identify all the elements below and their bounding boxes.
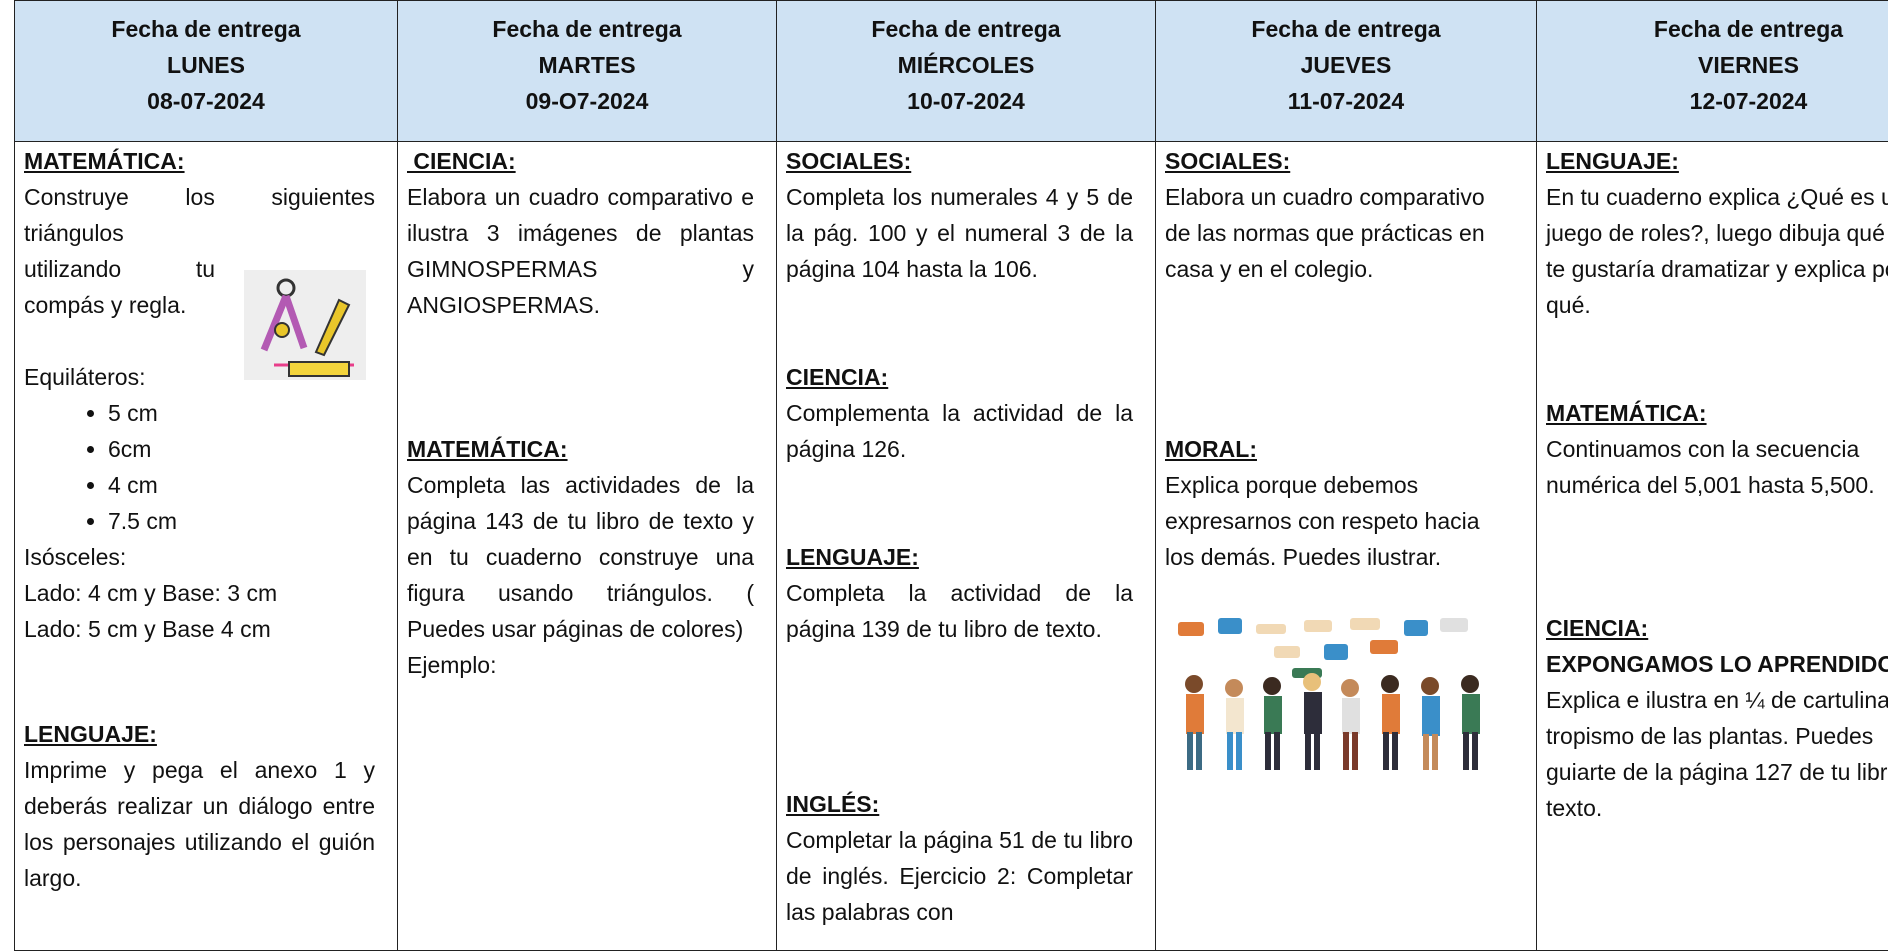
subject-heading: LENGUAJE: [24,721,157,747]
paragraph: Lado: 4 cm y Base: 3 cm [24,575,375,611]
paragraph: Continuamos con la secuencia numérica de… [1546,431,1888,503]
paragraph-text: Construye los siguientes triángulos util… [24,184,375,318]
header-line3: 10-07-2024 [907,88,1025,114]
section: LENGUAJE: En tu cuaderno explica ¿Qué es … [1546,143,1888,323]
paragraph-text: Equiláteros: [24,364,146,390]
paragraph: Explica e ilustra en ¼ de cartulina un t… [1546,682,1888,826]
paragraph: Complementa la actividad de la página 12… [786,395,1133,467]
paragraph: Explica porque debemos expresarnos con r… [1165,467,1514,575]
header-cell: Fecha de entrega LUNES 08-07-2024 [14,0,398,142]
paragraph: Construye los siguientes triángulos util… [24,179,375,323]
paragraph-text: Ejemplo: [407,652,497,678]
paragraph-text: Lado: 5 cm y Base 4 cm [24,616,271,642]
paragraph: Lado: 5 cm y Base 4 cm [24,611,375,647]
section: SOCIALES: Completa los numerales 4 y 5 de… [786,143,1133,287]
paragraph-text: Completa la actividad de la página 139 d… [786,580,1133,642]
header-line3: 11-07-2024 [1287,88,1405,114]
subject-heading: CIENCIA: [1546,615,1649,641]
section: MATEMÁTICA: Completa las actividades de l… [407,431,754,683]
subject-heading: LENGUAJE: [786,544,919,570]
subject-heading: SOCIALES: [1165,148,1291,174]
paragraph: Completa la actividad de la página 139 d… [786,575,1133,647]
header-cell: Fecha de entrega MIÉRCOLES 10-07-2024 [776,0,1156,142]
paragraph-text: En tu cuaderno explica ¿Qué es un juego … [1546,184,1888,318]
header-line3: 12-07-2024 [1689,88,1808,114]
paragraph-text: Isósceles: [24,544,127,570]
header-line1: Fecha de entrega [871,16,1061,42]
subject-heading: LENGUAJE: [1546,148,1679,174]
section: MORAL: Explica porque debemos expresarnos… [1165,431,1514,575]
subject-heading: MORAL: [1165,436,1257,462]
paragraph-text: Continuamos con la secuencia numérica de… [1546,436,1875,498]
paragraph-text: Complementa la actividad de la página 12… [786,400,1133,462]
subject-heading: MATEMÁTICA: [24,148,185,174]
paragraph: Imprime y pega el anexo 1 y deberás real… [24,752,375,896]
paragraph: En tu cuaderno explica ¿Qué es un juego … [1546,179,1888,323]
header-line2: VIERNES [1698,52,1799,78]
spacer [215,215,375,327]
subject-heading: MATEMÁTICA: [407,436,568,462]
bullet-item: 7.5 cm [108,503,375,539]
subject-heading: CIENCIA: [786,364,889,390]
paragraph-text: Elabora un cuadro comparativo de las nor… [1165,184,1485,282]
section: CIENCIA: Complementa la actividad de la p… [786,359,1133,467]
bullet-item: 6cm [108,431,375,467]
paragraph: Completar la página 51 de tu libro de in… [786,822,1133,930]
section: MATEMÁTICA: Continuamos con la secuencia … [1546,395,1888,503]
paragraph-text: Elabora un cuadro comparativo e ilustra … [407,184,754,318]
header-line1: Fecha de entrega [111,16,301,42]
header-line3: 09-O7-2024 [525,88,649,114]
paragraph: Ejemplo: [407,647,754,683]
bullet-item: 4 cm [108,467,375,503]
paragraph-text: Completar la página 51 de tu libro de in… [786,827,1133,925]
paragraph-text: Completa los numerales 4 y 5 de la pág. … [786,184,1133,282]
header-cell: Fecha de entrega JUEVES 11-07-2024 [1155,0,1537,142]
compass-illustration [244,270,366,380]
header-line2: MIÉRCOLES [897,52,1035,78]
header-cell: Fecha de entrega VIERNES 12-07-2024 [1536,0,1888,142]
subject-heading: MATEMÁTICA: [1546,400,1707,426]
header-line2: JUEVES [1300,52,1392,78]
section: INGLÉS: Completar la página 51 de tu libr… [786,786,1133,930]
bold-line: EXPONGAMOS LO APRENDIDO !!! [1546,651,1888,677]
section: MATEMÁTICA: Construye los siguientes triá… [24,143,375,647]
section: CIENCIA: EXPONGAMOS LO APRENDIDO !!! Expli… [1546,610,1888,826]
section: CIENCIA: Elabora un cuadro comparativo e … [407,143,754,323]
header-line1: Fecha de entrega [492,16,682,42]
paragraph-text: Completa las actividades de la página 14… [407,472,754,642]
subject-heading: SOCIALES: [786,148,912,174]
paragraph: Elabora un cuadro comparativo de las nor… [1165,179,1514,287]
section: LENGUAJE: Imprime y pega el anexo 1 y deb… [24,716,375,896]
section: SOCIALES: Elabora un cuadro comparativo d… [1165,143,1514,287]
bullet-list: 5 cm6cm4 cm7.5 cm [24,395,375,539]
paragraph: Completa los numerales 4 y 5 de la pág. … [786,179,1133,287]
paragraph-text: Explica e ilustra en ¼ de cartulina un t… [1546,687,1888,821]
people-illustration [1178,618,1480,770]
header-line2: LUNES [167,52,245,78]
paragraph-text: Imprime y pega el anexo 1 y deberás real… [24,757,375,891]
paragraph: Isósceles: [24,539,375,575]
bullet-item: 5 cm [108,395,375,431]
subject-heading: CIENCIA: [407,148,516,174]
header-line1: Fecha de entrega [1251,16,1441,42]
paragraph: Completa las actividades de la página 14… [407,467,754,647]
header-cell: Fecha de entrega MARTES 09-O7-2024 [397,0,777,142]
paragraph-text: Lado: 4 cm y Base: 3 cm [24,580,278,606]
section: LENGUAJE: Completa la actividad de la pág… [786,539,1133,647]
paragraph: Equiláteros: [24,359,375,395]
header-line1: Fecha de entrega [1653,16,1844,42]
paragraph-text: Explica porque debemos expresarnos con r… [1165,472,1480,570]
header-line3: 08-07-2024 [147,88,265,114]
header-line2: MARTES [538,52,636,78]
subject-heading: INGLÉS: [786,791,880,817]
paragraph: Elabora un cuadro comparativo e ilustra … [407,179,754,323]
